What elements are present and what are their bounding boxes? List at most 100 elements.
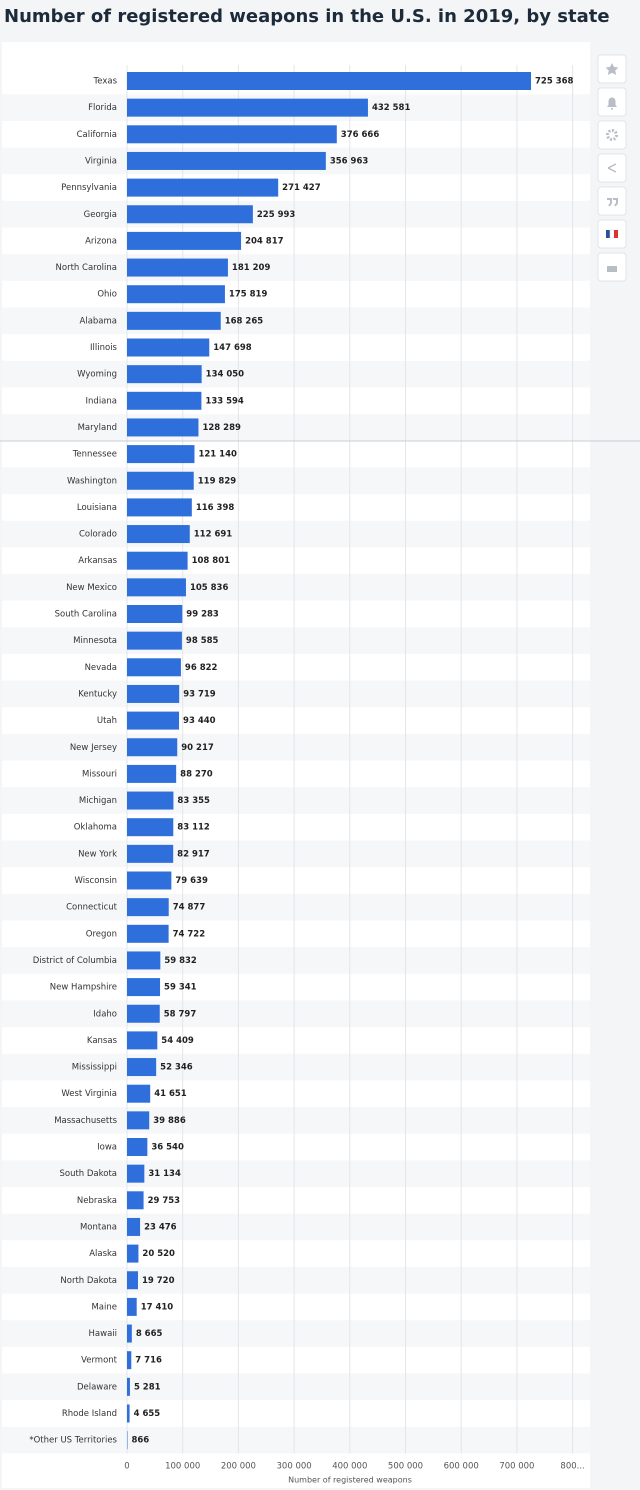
category-label: Oregon bbox=[86, 929, 117, 939]
category-label: Michigan bbox=[79, 796, 117, 806]
bar bbox=[127, 1111, 150, 1130]
bar bbox=[127, 1271, 138, 1290]
x-tick-label: 700 000 bbox=[499, 1462, 534, 1472]
settings-button[interactable] bbox=[597, 120, 627, 150]
data-label: 88 270 bbox=[180, 769, 213, 779]
bar bbox=[127, 898, 169, 917]
data-label: 128 289 bbox=[202, 423, 241, 433]
category-label: Wyoming bbox=[77, 370, 117, 380]
data-label: 175 819 bbox=[229, 290, 268, 300]
bar bbox=[127, 1164, 145, 1183]
x-axis-label: Number of registered weapons bbox=[288, 1476, 412, 1485]
category-label: Utah bbox=[97, 716, 117, 726]
x-tick-label: 200 000 bbox=[221, 1462, 256, 1472]
data-label: 8 665 bbox=[136, 1329, 163, 1339]
bar bbox=[127, 791, 174, 810]
x-tick-label: 400 000 bbox=[332, 1462, 367, 1472]
category-label: Oklahoma bbox=[74, 823, 117, 833]
data-label: 83 112 bbox=[177, 823, 210, 833]
bar bbox=[127, 711, 180, 730]
data-label: 82 917 bbox=[177, 849, 210, 859]
bar bbox=[127, 178, 279, 197]
category-label: Pennsylvania bbox=[61, 183, 117, 193]
data-label: 79 639 bbox=[175, 876, 208, 886]
category-label: Florida bbox=[88, 103, 117, 113]
bar bbox=[127, 578, 186, 597]
bar bbox=[127, 871, 172, 890]
category-label: New Jersey bbox=[70, 743, 117, 753]
row-stripe bbox=[2, 840, 590, 868]
row-stripe bbox=[2, 520, 590, 548]
bar bbox=[127, 631, 182, 650]
category-label: Arkansas bbox=[78, 556, 117, 566]
data-label: 725 368 bbox=[535, 77, 574, 87]
chart-title: Number of registered weapons in the U.S.… bbox=[4, 6, 610, 27]
data-label: 20 520 bbox=[142, 1249, 175, 1259]
row-stripe bbox=[2, 1213, 590, 1241]
bar bbox=[127, 605, 183, 623]
data-label: 119 829 bbox=[198, 476, 237, 486]
bar bbox=[127, 1297, 137, 1316]
bar bbox=[127, 1084, 151, 1103]
data-label: 93 719 bbox=[183, 689, 216, 699]
data-label: 112 691 bbox=[194, 530, 233, 540]
data-label: 204 817 bbox=[245, 236, 284, 246]
row-stripe bbox=[2, 1053, 590, 1081]
row-stripe bbox=[2, 1000, 590, 1028]
row-stripe bbox=[2, 467, 590, 495]
bar bbox=[127, 205, 253, 224]
bar bbox=[127, 1004, 160, 1023]
data-label: 271 427 bbox=[282, 183, 321, 193]
row-stripe bbox=[2, 1160, 590, 1187]
plot: Texas 725 368 Florida 432 581 California 376 … bbox=[29, 72, 574, 1450]
category-label: New York bbox=[78, 849, 117, 859]
data-label: 96 822 bbox=[185, 663, 218, 673]
data-label: 31 134 bbox=[148, 1169, 181, 1179]
data-label: 168 265 bbox=[225, 316, 264, 326]
bar bbox=[127, 498, 192, 517]
bar bbox=[127, 1138, 148, 1156]
data-label: 181 209 bbox=[232, 263, 271, 273]
row-stripe bbox=[2, 414, 590, 441]
category-label: California bbox=[77, 130, 117, 140]
category-label: Arizona bbox=[85, 236, 117, 246]
flag-white bbox=[609, 229, 615, 239]
bar bbox=[127, 471, 194, 490]
row-stripe bbox=[2, 360, 590, 388]
category-label: Hawaii bbox=[89, 1329, 117, 1339]
bar bbox=[127, 1377, 130, 1396]
x-tick-label: 0 bbox=[124, 1462, 129, 1472]
data-label: 74 877 bbox=[173, 903, 206, 913]
bar bbox=[127, 684, 180, 703]
category-label: Kentucky bbox=[78, 689, 117, 699]
category-label: South Carolina bbox=[55, 610, 117, 620]
category-label: Maine bbox=[91, 1302, 117, 1312]
star-icon bbox=[605, 63, 619, 75]
bar bbox=[127, 1324, 132, 1343]
bar bbox=[127, 924, 169, 943]
data-label: 36 540 bbox=[151, 1143, 184, 1153]
category-label: Missouri bbox=[82, 769, 117, 779]
category-label: Tennessee bbox=[72, 450, 117, 460]
category-label: Delaware bbox=[77, 1382, 117, 1392]
category-label: Washington bbox=[67, 476, 117, 486]
x-tick-label: 500 000 bbox=[388, 1462, 423, 1472]
bar bbox=[127, 285, 225, 304]
data-label: 98 585 bbox=[186, 636, 219, 646]
data-label: 134 050 bbox=[206, 370, 245, 380]
category-label: Virginia bbox=[85, 156, 117, 166]
data-label: 121 140 bbox=[198, 450, 237, 460]
category-label: North Carolina bbox=[56, 263, 117, 273]
data-label: 432 581 bbox=[372, 103, 411, 113]
bar bbox=[127, 391, 202, 410]
category-label: Georgia bbox=[84, 210, 117, 220]
quote-icon bbox=[607, 198, 618, 207]
category-label: Connecticut bbox=[66, 903, 118, 913]
category-label: Rhode Island bbox=[62, 1409, 117, 1419]
data-label: 41 651 bbox=[154, 1089, 187, 1099]
share-button[interactable] bbox=[597, 153, 627, 183]
bar bbox=[127, 338, 210, 357]
row-stripe bbox=[2, 1266, 590, 1294]
data-label: 133 594 bbox=[205, 396, 244, 406]
bar bbox=[127, 551, 188, 570]
